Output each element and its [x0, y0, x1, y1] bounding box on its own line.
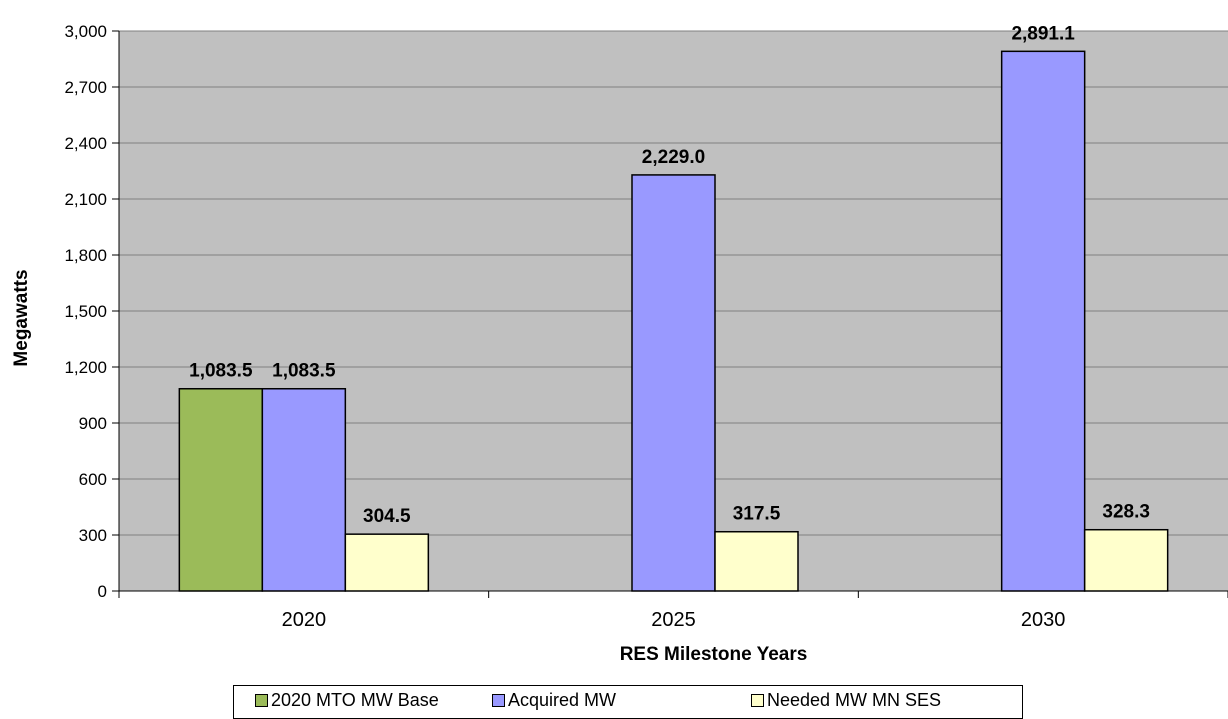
- data-label: 1,083.5: [272, 361, 336, 382]
- legend-item: Acquired MW: [492, 690, 616, 711]
- y-tick-label: 2,100: [64, 190, 107, 209]
- y-tick-label: 2,700: [64, 78, 107, 97]
- x-tick-labels: 2020 2025 2030: [282, 609, 1066, 631]
- y-tick-label: 3,000: [64, 22, 107, 41]
- legend-label: Acquired MW: [508, 690, 617, 710]
- bar: [178, 387, 264, 592]
- bar: [1000, 50, 1086, 592]
- axes: [112, 30, 1228, 598]
- legend-swatch: [751, 694, 764, 707]
- legend-label: Needed MW MN SES: [767, 690, 942, 710]
- bar: [1083, 528, 1169, 592]
- y-tick-label: 300: [79, 526, 107, 545]
- y-tick-label: 0: [98, 582, 107, 601]
- y-tick-label: 900: [79, 414, 107, 433]
- x-tick-label: 2025: [651, 609, 696, 631]
- bar: [714, 530, 799, 592]
- y-tick-labels: 0 300 600 900 1,200 1,500 1,800 2,100 2,400 2,700…: [64, 22, 107, 601]
- data-label: 1,083.5: [189, 361, 253, 382]
- bar: [631, 174, 716, 592]
- data-label: 304.5: [363, 506, 411, 527]
- y-tick-label: 600: [79, 470, 107, 489]
- data-label: 2,229.0: [642, 147, 705, 168]
- x-tick-label: 2030: [1021, 609, 1066, 631]
- data-label: 328.3: [1102, 502, 1150, 523]
- bar: [261, 387, 347, 592]
- y-axis-title: Megawatts: [11, 269, 32, 366]
- y-tick-label: 1,200: [64, 358, 107, 377]
- legend-item: 2020 MTO MW Base: [255, 690, 439, 711]
- y-tick-label: 1,500: [64, 302, 107, 321]
- legend-swatch: [492, 694, 505, 707]
- x-tick-label: 2020: [282, 609, 327, 631]
- bar: [344, 533, 430, 592]
- data-labels: 1,083.5 1,083.5 304.5 2,229.0 317.5 2,891.1 32…: [189, 23, 1150, 527]
- legend-swatch: [255, 694, 268, 707]
- legend-item: Needed MW MN SES: [751, 690, 941, 711]
- y-tick-label: 1,800: [64, 246, 107, 265]
- y-tick-label: 2,400: [64, 134, 107, 153]
- x-axis-title: RES Milestone Years: [620, 644, 808, 665]
- legend: 2020 MTO MW Base Acquired MW Needed MW MN …: [233, 685, 1023, 719]
- data-label: 2,891.1: [1011, 23, 1075, 44]
- data-label: 317.5: [733, 504, 781, 525]
- legend-label: 2020 MTO MW Base: [271, 690, 439, 710]
- bar-chart: 0 300 600 900 1,200 1,500 1,800 2,100 2,400 2,700…: [11, 22, 1228, 665]
